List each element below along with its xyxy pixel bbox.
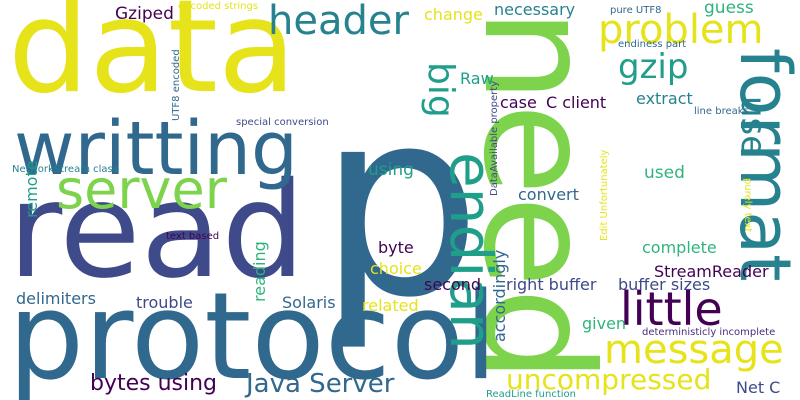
word-deterministicly-incomplete: deterministicly incomplete <box>642 327 776 338</box>
word-used: used <box>644 163 685 183</box>
word-gziped: Gziped <box>115 4 174 24</box>
word-case: case <box>500 93 537 112</box>
word-networkstream-class: NetworkStream class <box>12 164 118 175</box>
word-extract: extract <box>636 89 693 108</box>
word-uncompressed: uncompressed <box>506 363 712 396</box>
word-change: change <box>424 5 483 24</box>
word-choice: choice <box>370 259 422 278</box>
word-solaris: Solaris <box>282 293 336 312</box>
word-complete: complete <box>642 238 717 257</box>
word-trouble: trouble <box>136 293 193 312</box>
word-encoded-strings: encoded strings <box>178 1 259 12</box>
word-raw: Raw <box>460 69 494 88</box>
word-c-client: C client <box>546 93 607 112</box>
word-streamreader: StreamReader <box>654 262 769 281</box>
word-writting: writting <box>14 106 298 192</box>
word-delimiters: delimiters <box>16 289 96 308</box>
word-guess: guess <box>704 0 754 18</box>
word-necessary: necessary <box>494 0 576 19</box>
word-purely-text: purely text <box>742 178 753 233</box>
word-using: using <box>368 160 414 180</box>
word-line-breaks: line breaks <box>694 106 749 117</box>
word-second: second <box>424 275 482 294</box>
word-protocol: protocol <box>8 268 498 400</box>
word-p: p <box>318 54 482 354</box>
word-accordingly: accordingly <box>490 249 509 342</box>
word-related: related <box>362 296 419 315</box>
word-edit-unfortunately: Edit Unfortunately <box>599 149 610 241</box>
word-format: format <box>724 48 800 282</box>
word-endiness-part: endiness part <box>618 39 687 50</box>
word-server: server <box>56 158 227 221</box>
word-java-server: Java Server <box>246 369 395 399</box>
word-problem: problem <box>598 7 764 53</box>
word-read: read <box>8 154 306 308</box>
word-reading: reading <box>250 241 269 302</box>
word-message: message <box>604 327 784 373</box>
word-dataavailable-property: DataAvailable property <box>489 80 500 196</box>
word-bytes-using: bytes using <box>90 371 218 396</box>
word-text-based: text based <box>166 231 220 242</box>
word-readline-function: ReadLine function <box>486 389 576 400</box>
word-header: header <box>268 0 409 44</box>
word-buffer-sizes: buffer sizes <box>618 275 711 294</box>
word-utf8-encoded: UTF8 encoded <box>171 49 182 121</box>
word-right-buffer: right buffer <box>506 275 597 294</box>
word-net-c: Net C <box>736 378 781 397</box>
word-convert: convert <box>518 185 579 204</box>
word-byte: byte <box>378 238 414 257</box>
word-little: little <box>620 282 723 336</box>
word-given: given <box>582 314 627 333</box>
word-data: data <box>8 0 297 122</box>
word-big: big <box>420 62 461 118</box>
word-gzip: gzip <box>618 47 689 87</box>
word-pure-utf8: pure UTF8 <box>610 5 662 16</box>
word-special-conversion: special conversion <box>236 117 329 128</box>
